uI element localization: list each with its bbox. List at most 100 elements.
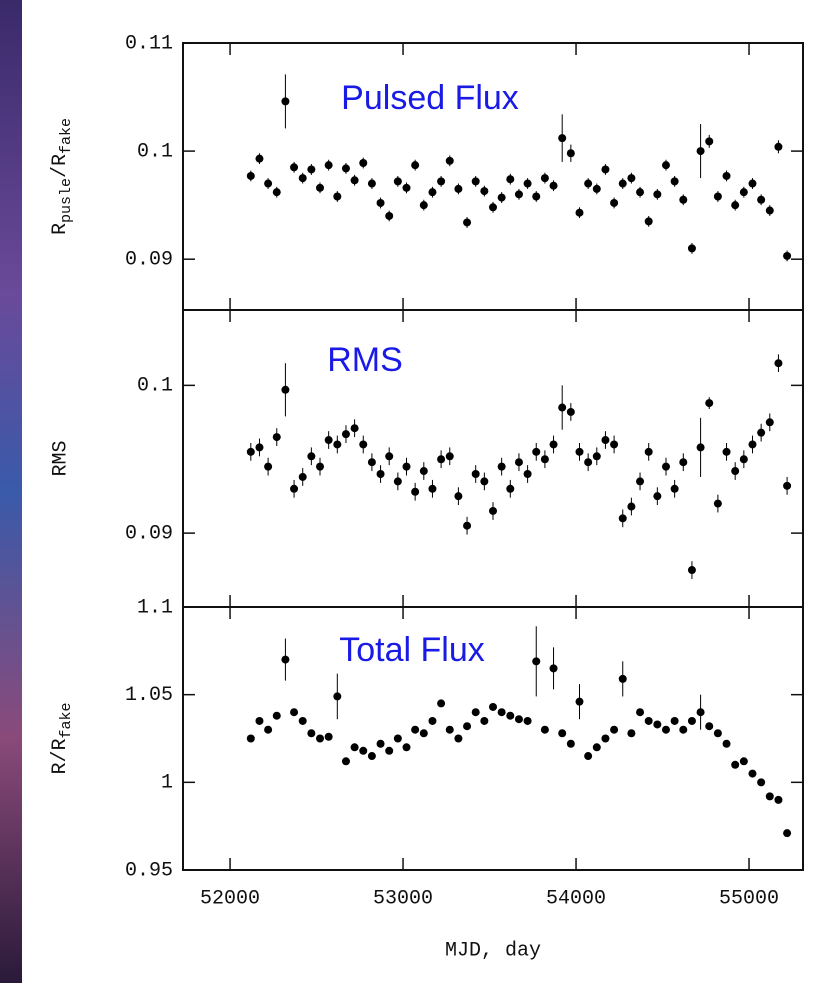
data-point [497,708,506,717]
annotation: RMS [327,341,403,379]
data-point [367,752,376,761]
data-point [419,201,428,210]
data-point [350,743,359,752]
data-point [661,725,670,734]
data-point [679,458,688,467]
data-point [246,171,255,180]
data-point [687,716,696,725]
data-point [696,708,705,717]
data-point [437,699,446,708]
data-point [376,198,385,207]
data-point [281,655,290,664]
data-point [644,447,653,456]
y-axis-label-part: R/R [49,739,72,775]
data-point [246,447,255,456]
data-point [255,443,264,452]
data-point [540,455,549,464]
data-point [393,177,402,186]
data-point [333,692,342,701]
data-point [540,174,549,183]
data-point [774,359,783,368]
data-point [523,716,532,725]
data-point [316,462,325,471]
data-point [584,458,593,467]
data-point [653,492,662,501]
data-point [566,739,575,748]
data-point [748,769,757,778]
y-tick-label: 0.11 [125,32,173,55]
data-point [341,757,350,766]
data-point [705,722,714,731]
data-point [298,472,307,481]
y-tick-label: 1.1 [137,596,173,619]
data-point [679,195,688,204]
data-point [298,174,307,183]
data-point [610,440,619,449]
data-point [255,716,264,725]
data-point [670,716,679,725]
data-point [696,443,705,452]
data-point [636,477,645,486]
data-point [419,467,428,476]
data-point [532,657,541,666]
data-point [480,477,489,486]
data-point [514,715,523,724]
data-point [307,165,316,174]
data-point [713,499,722,508]
data-point [428,484,437,493]
data-point [653,720,662,729]
data-point [471,708,480,717]
data-point [281,97,290,106]
x-tick-label: 53000 [373,887,433,910]
data-point [402,743,411,752]
data-point [765,418,774,427]
data-point [480,716,489,725]
data-point [497,193,506,202]
data-point [497,462,506,471]
data-point [272,188,281,197]
data-point [722,739,731,748]
data-point [402,183,411,192]
data-point [566,407,575,416]
data-point [298,716,307,725]
data-point [748,179,757,188]
data-point [558,134,567,143]
data-point [618,674,627,683]
data-point [411,725,420,734]
data-point [246,734,255,743]
data-point [722,447,731,456]
data-point [558,729,567,738]
data-point [592,184,601,193]
data-point [324,436,333,445]
data-point [324,161,333,170]
data-point [367,458,376,467]
data-point [437,177,446,186]
data-point [264,462,273,471]
data-point [506,175,515,184]
data-point [636,708,645,717]
data-point [428,716,437,725]
y-tick-label: 0.09 [125,522,173,545]
data-point [731,760,740,769]
data-point [601,436,610,445]
data-point [687,244,696,253]
data-point [385,211,394,220]
data-point [610,725,619,734]
x-tick-label: 52000 [200,887,260,910]
data-point [376,739,385,748]
data-point [713,729,722,738]
data-point [316,734,325,743]
x-tick-label: 54000 [546,887,606,910]
data-point [636,188,645,197]
data-point [514,458,523,467]
data-point [255,154,264,163]
data-point [324,732,333,741]
data-point [523,179,532,188]
figure-background [22,0,837,983]
data-point [644,716,653,725]
data-point [644,217,653,226]
data-point [783,251,792,260]
data-point [359,440,368,449]
data-point [506,711,515,720]
y-tick-label: 0.09 [125,248,173,271]
